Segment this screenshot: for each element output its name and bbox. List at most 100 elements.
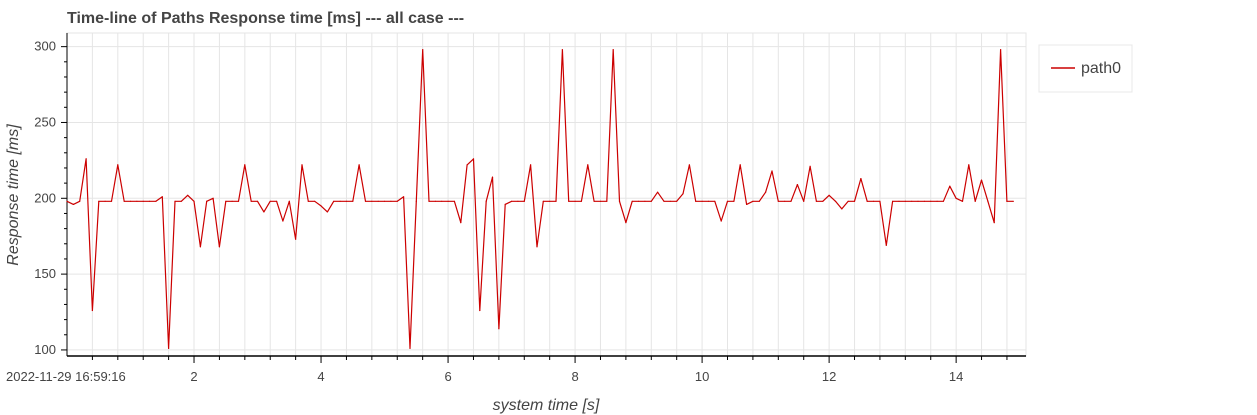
data-point-path0 (307, 200, 309, 202)
data-point-path0 (276, 200, 278, 202)
data-point-path0 (606, 200, 608, 202)
data-point-path0 (676, 200, 678, 202)
data-point-path0 (155, 200, 157, 202)
data-point-path0 (980, 179, 983, 181)
data-point-path0 (650, 200, 652, 202)
data-point-path0 (555, 200, 557, 202)
data-point-path0 (1006, 200, 1008, 202)
data-point-path0 (758, 200, 760, 202)
data-point-path0 (206, 200, 208, 202)
grid (67, 33, 1026, 356)
data-point-path0 (187, 194, 189, 196)
data-point-path0 (199, 246, 201, 248)
data-point-path0 (796, 184, 799, 186)
data-point-path0 (415, 200, 417, 202)
data-point-path0 (618, 200, 621, 202)
data-point-path0 (669, 200, 671, 202)
data-point-path0 (504, 203, 506, 205)
data-point-path0 (371, 200, 373, 202)
data-point-path0 (898, 200, 900, 202)
data-point-path0 (936, 200, 938, 202)
data-point-path0 (860, 178, 862, 180)
data-point-path0 (72, 203, 74, 205)
data-point-path0 (104, 200, 106, 202)
x-tick-label: 8 (571, 369, 578, 384)
data-point-path0 (161, 196, 163, 198)
data-point-path0 (269, 200, 271, 202)
data-point-path0 (847, 200, 849, 202)
data-point-path0 (853, 200, 856, 202)
data-point-path0 (472, 158, 475, 160)
data-point-path0 (345, 200, 347, 202)
data-point-path0 (746, 203, 748, 205)
data-point-path0 (447, 200, 449, 202)
data-point-path0 (771, 170, 773, 172)
data-point-path0 (193, 200, 195, 202)
data-point-path0 (212, 197, 214, 199)
x-tick-label: 14 (949, 369, 963, 384)
chart-title: Time-line of Paths Response time [ms] --… (67, 10, 464, 27)
data-point-path0 (803, 200, 805, 202)
data-point-path0 (834, 200, 837, 202)
data-point-path0 (231, 200, 233, 202)
data-point-path0 (987, 200, 989, 202)
data-point-path0 (460, 222, 462, 224)
data-point-path0 (491, 176, 494, 178)
x-tick-label: 2 (190, 369, 197, 384)
data-point-path0 (561, 49, 564, 51)
legend[interactable]: path0 (1038, 44, 1133, 93)
data-point-path0 (568, 200, 570, 202)
data-point-path0 (701, 200, 703, 202)
data-point-path0 (237, 200, 240, 202)
series-layer (66, 49, 1014, 349)
data-point-path0 (707, 200, 710, 202)
data-point-path0 (263, 211, 265, 213)
y-axis-label: Response time [ms] (5, 124, 22, 266)
data-point-path0 (98, 200, 100, 202)
x-tick-label: 12 (822, 369, 836, 384)
x-axis: 2 4 6 8 10 12 14 2022-11-29 16:59:16 (6, 355, 1026, 384)
data-point-path0 (1000, 49, 1002, 51)
data-point-path0 (517, 200, 519, 202)
data-point-path0 (453, 200, 455, 202)
data-point-path0 (549, 200, 551, 202)
y-tick-label: 300 (34, 39, 56, 54)
data-point-path0 (993, 222, 995, 224)
legend-label-path0: path0 (1081, 60, 1121, 77)
data-point-path0 (225, 200, 227, 202)
data-point-path0 (631, 200, 633, 202)
data-point-path0 (923, 200, 926, 202)
data-point-path0 (1012, 200, 1014, 202)
data-point-path0 (110, 200, 113, 202)
data-point-path0 (536, 246, 538, 248)
data-point-path0 (866, 200, 868, 202)
data-point-path0 (377, 200, 379, 202)
data-point-path0 (892, 200, 894, 202)
data-point-path0 (974, 200, 976, 202)
data-point-path0 (301, 164, 303, 166)
data-point-path0 (961, 200, 964, 202)
data-point-path0 (91, 309, 93, 312)
data-point-path0 (396, 200, 398, 202)
data-point-path0 (256, 200, 259, 202)
data-point-path0 (282, 220, 284, 222)
data-point-path0 (326, 211, 328, 213)
data-point-path0 (218, 246, 220, 248)
data-point-path0 (149, 200, 151, 202)
data-point-path0 (765, 191, 767, 193)
data-point-path0 (885, 244, 887, 246)
data-point-path0 (358, 164, 360, 166)
data-point-path0 (726, 200, 729, 202)
data-point-path0 (657, 191, 659, 193)
data-point-path0 (441, 200, 443, 202)
data-point-path0 (288, 200, 290, 202)
data-point-path0 (295, 238, 297, 240)
x-tick-label: 4 (317, 369, 324, 384)
data-point-path0 (809, 165, 811, 167)
data-point-path0 (466, 164, 468, 166)
data-point-path0 (136, 200, 138, 202)
data-point-path0 (403, 196, 405, 198)
data-point-path0 (542, 200, 544, 202)
data-point-path0 (123, 200, 125, 202)
data-point-path0 (314, 200, 316, 202)
